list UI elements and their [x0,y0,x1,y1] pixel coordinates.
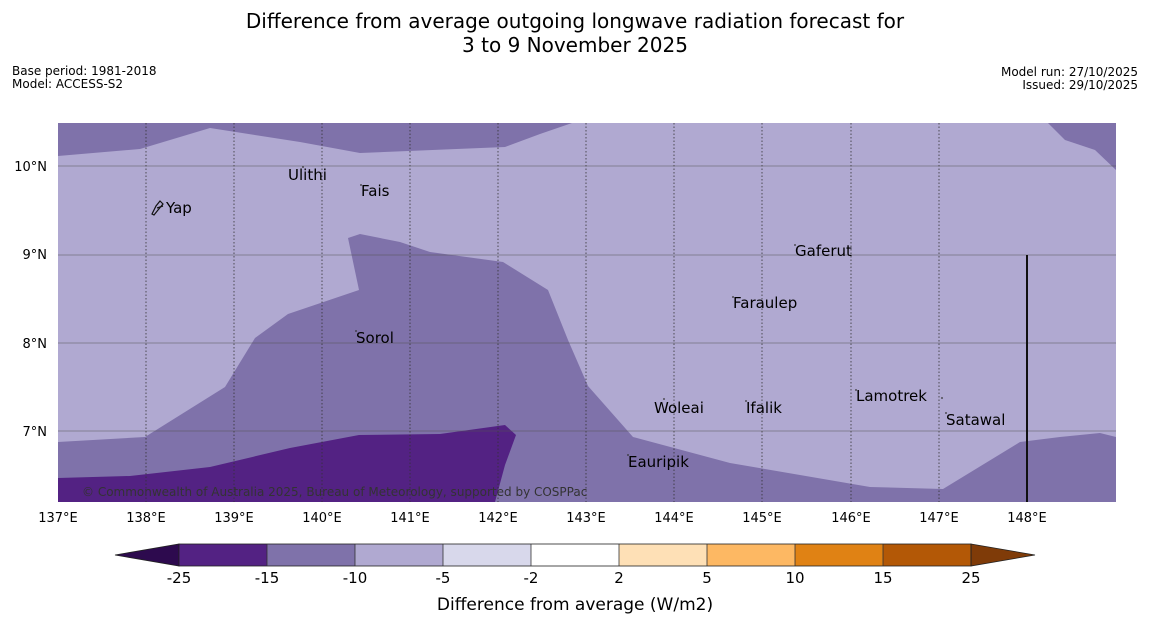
x-tick-label: 144°E [654,511,694,526]
title-line-2: 3 to 9 November 2025 [462,33,688,57]
meta-right: Model run: 27/10/2025 Issued: 29/10/2025 [1001,66,1138,92]
colorbar-tick-label: -5 [436,569,451,587]
place-label-gaferut: Gaferut [795,242,852,260]
colorbar-segment [883,544,971,566]
colorbar-tick-label: -25 [167,569,192,587]
place-label-ulithi: Ulithi [288,166,327,184]
meta-left: Base period: 1981-2018 Model: ACCESS-S2 [12,65,157,91]
anomaly-region-south [58,425,516,502]
colorbar-segment [267,544,355,566]
y-tick-label: 7°N [23,425,48,440]
colorbar-segment [443,544,531,566]
colorbar-tick-label: 25 [961,569,980,587]
y-axis: 10°N 9°N 8°N 7°N [14,160,47,440]
colorbar-tick-label: 5 [702,569,712,587]
x-tick-label: 139°E [214,511,254,526]
place-label-sorol: Sorol [356,329,394,347]
colorbar-segment [707,544,795,566]
colorbar: -25 -15 -10 -5 -2 2 5 10 15 25 Differenc… [114,543,1036,615]
colorbar-extend-high [970,543,1036,567]
model-name: Model: ACCESS-S2 [12,77,124,91]
colorbar-tick-label: 15 [873,569,892,587]
issued-date: Issued: 29/10/2025 [1022,78,1138,92]
place-label-lamotrek: Lamotrek [856,387,927,405]
y-tick-label: 10°N [14,160,47,175]
anomaly-region-north [58,123,572,156]
yap-island-icon [151,200,164,216]
place-label-eauripik: Eauripik [628,453,689,471]
x-axis: 137°E 138°E 139°E 140°E 141°E 142°E 143°… [38,511,1047,526]
place-label-yap: Yap [165,199,192,217]
base-period: Base period: 1981-2018 [12,64,157,78]
x-tick-label: 141°E [390,511,430,526]
colorbar-segment [179,544,267,566]
x-tick-label: 146°E [831,511,871,526]
colorbar-tick-label: -15 [255,569,280,587]
colorbar-tick-label: 2 [614,569,624,587]
colorbar-segment [795,544,883,566]
x-tick-label: 140°E [302,511,342,526]
colorbar-title: Difference from average (W/m2) [437,595,713,615]
y-tick-label: 9°N [23,248,48,263]
place-label-woleai: Woleai [654,399,704,417]
meridians [145,123,940,502]
place-label-fais: Fais [361,182,390,200]
y-tick-label: 8°N [23,337,48,352]
x-tick-label: 143°E [566,511,606,526]
x-tick-label: 145°E [742,511,782,526]
place-label-faraulep: Faraulep [733,294,797,312]
colorbar-tick-label: 10 [785,569,804,587]
place-label-ifalik: Ifalik [746,399,782,417]
colorbar-extend-low [114,543,180,567]
colorbar-tick-label: -10 [343,569,368,587]
x-tick-label: 147°E [919,511,959,526]
x-tick-label: 138°E [126,511,166,526]
colorbar-segment [531,544,619,566]
parallels [58,165,1116,432]
x-tick-label: 148°E [1007,511,1047,526]
anomaly-region-central [58,234,1116,502]
colorbar-tick-label: -2 [524,569,539,587]
colorbar-segment [355,544,443,566]
model-run: Model run: 27/10/2025 [1000,65,1138,79]
x-tick-label: 142°E [478,511,518,526]
anomaly-region-northeast [1048,123,1116,170]
title-line-1: Difference from average outgoing longwav… [245,9,905,33]
map-panel: Ulithi Fais Yap Gaferut Faraulep Sorol W… [58,123,1116,502]
island-dots [302,166,947,456]
x-tick-label: 137°E [38,511,78,526]
copyright-notice: © Commonwealth of Australia 2025, Bureau… [82,485,587,499]
place-label-satawal: Satawal [946,411,1005,429]
colorbar-segment [619,544,707,566]
